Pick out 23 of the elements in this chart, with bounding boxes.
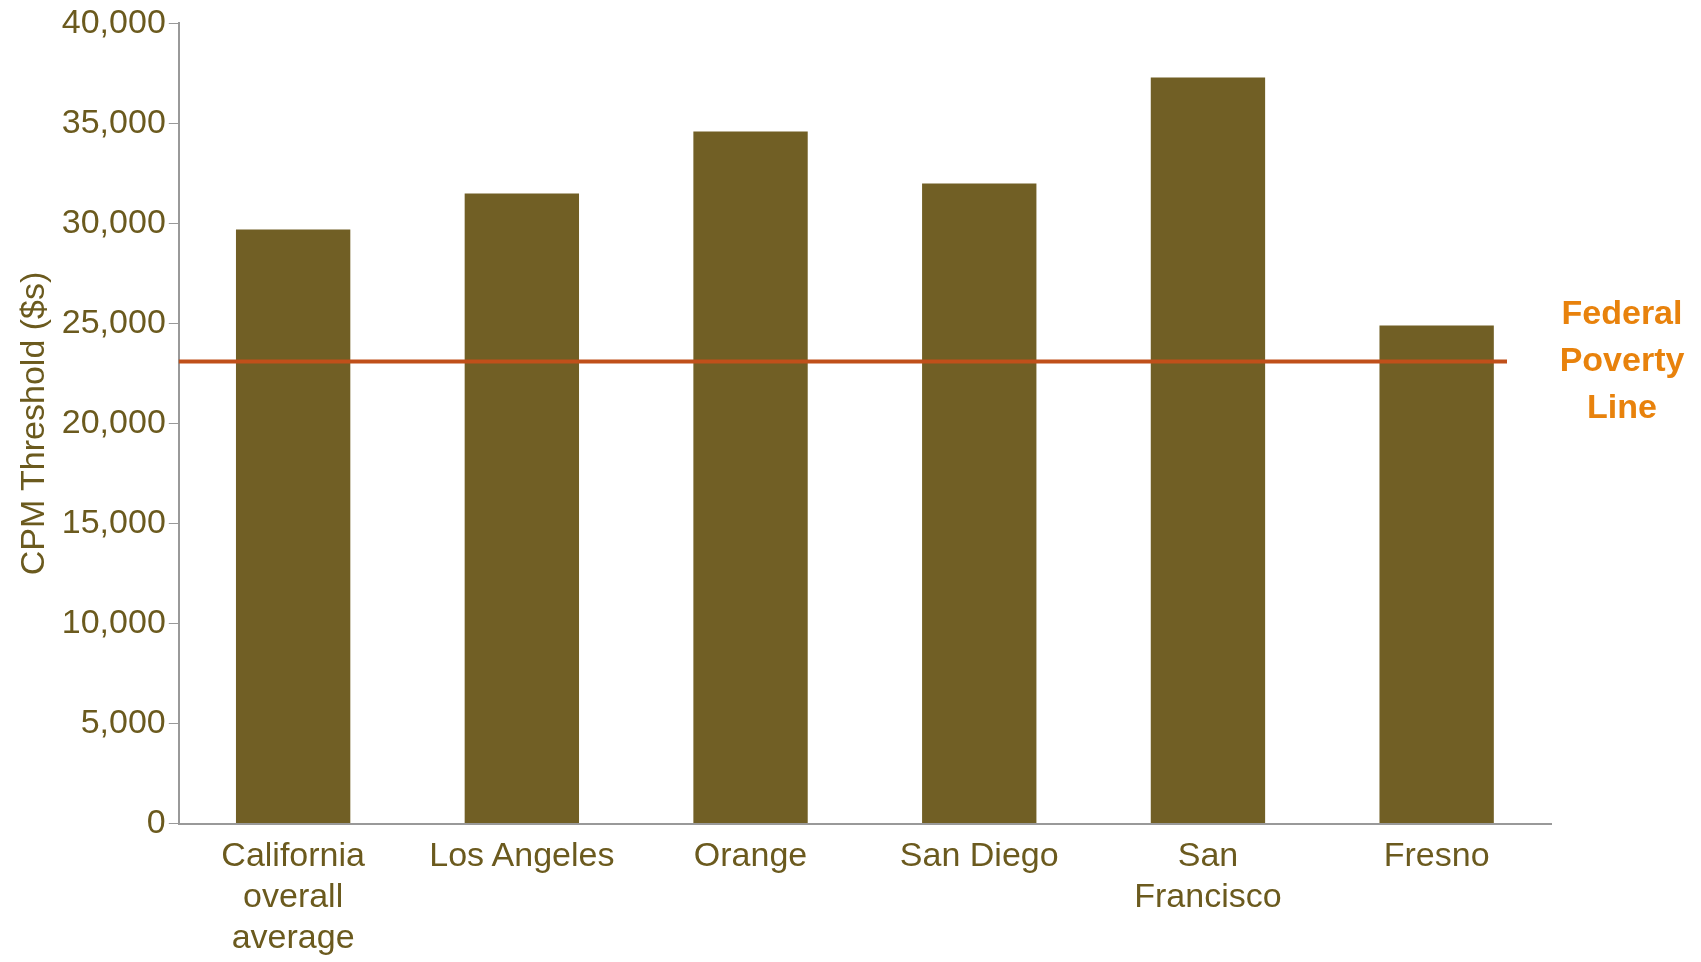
x-tick-label: San Diego [899, 835, 1059, 874]
ref-line-label: Federal Poverty Line [1559, 292, 1685, 425]
x-tick-label: Los Angeles [429, 835, 615, 874]
y-tick-label: 35,000 [61, 101, 166, 140]
x-tick-label: Orange [693, 835, 808, 874]
y-tick-label: 15,000 [61, 501, 166, 540]
x-tick-label: California overall average [221, 835, 366, 955]
y-tick-label: 25,000 [61, 301, 166, 340]
bar [464, 193, 580, 824]
y-tick-label: 5,000 [80, 701, 166, 740]
y-tick-label: 40,000 [61, 1, 166, 40]
x-tick-label: Fresno [1383, 835, 1490, 874]
x-tick-label: San Francisco [1134, 835, 1282, 915]
y-tick-label: 20,000 [61, 401, 166, 440]
bar [922, 183, 1037, 824]
y-axis-title: CPM Threshold ($s) [12, 271, 51, 576]
y-tick-label: 30,000 [61, 201, 166, 240]
bar [235, 229, 351, 824]
bar [693, 131, 808, 824]
bar [1150, 77, 1266, 824]
y-tick-label: 0 [146, 801, 166, 840]
y-tick-label: 10,000 [61, 601, 166, 640]
bar [1379, 325, 1494, 824]
